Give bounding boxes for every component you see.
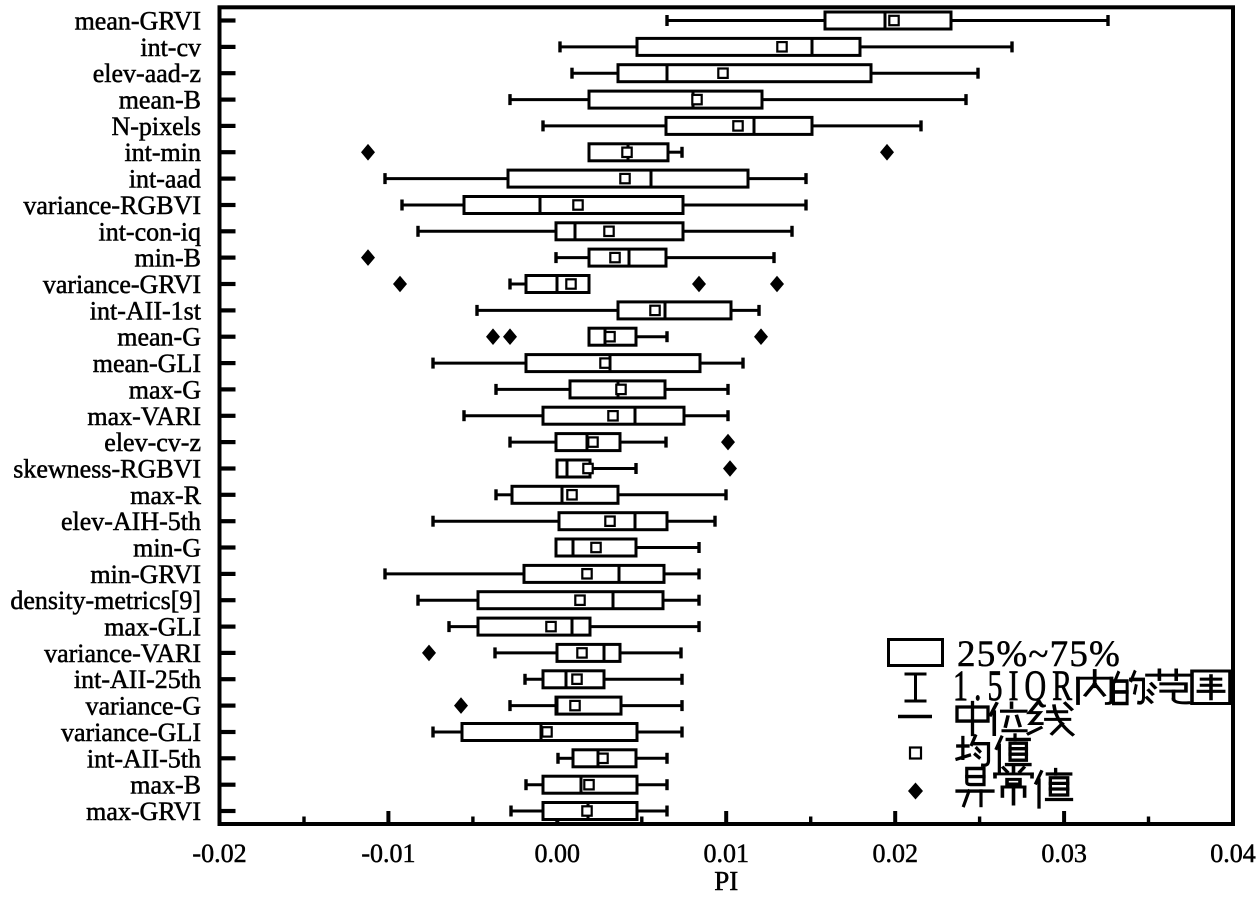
svg-text:min-GRVI: min-GRVI [90,560,201,589]
svg-text:int-con-iq: int-con-iq [98,217,201,246]
svg-text:0.02: 0.02 [872,839,918,868]
svg-text:elev-AIH-5th: elev-AIH-5th [61,507,201,536]
svg-text:variance-GRVI: variance-GRVI [43,270,201,299]
svg-text:-0.02: -0.02 [192,839,246,868]
svg-text:-0.01: -0.01 [361,839,415,868]
svg-text:int-cv: int-cv [140,33,201,62]
svg-text:density-metrics[9]: density-metrics[9] [10,586,201,615]
svg-text:min-G: min-G [133,534,201,563]
svg-text:int-AII-1st: int-AII-1st [90,296,202,325]
svg-text:elev-aad-z: elev-aad-z [93,59,201,88]
svg-text:0.01: 0.01 [703,839,749,868]
svg-text:max-R: max-R [130,481,201,510]
svg-text:PI: PI [714,866,738,896]
svg-text:int-AII-5th: int-AII-5th [87,744,201,773]
svg-text:variance-GLI: variance-GLI [61,718,201,747]
svg-text:mean-B: mean-B [119,86,201,115]
svg-text:variance-G: variance-G [86,692,201,721]
svg-text:0.03: 0.03 [1041,839,1087,868]
svg-text:25%~75%: 25%~75% [957,634,1121,675]
svg-text:variance-RGBVI: variance-RGBVI [23,191,201,220]
svg-text:max-VARI: max-VARI [87,402,201,431]
svg-text:mean-G: mean-G [117,323,201,352]
svg-text:int-AII-25th: int-AII-25th [74,665,201,694]
svg-text:max-GRVI: max-GRVI [86,797,201,826]
svg-text:0.04: 0.04 [1210,839,1256,868]
svg-text:variance-VARI: variance-VARI [44,639,201,668]
svg-text:min-B: min-B [135,244,201,273]
svg-text:elev-cv-z: elev-cv-z [104,428,201,457]
svg-text:mean-GLI: mean-GLI [93,349,201,378]
svg-text:mean-GRVI: mean-GRVI [75,7,201,36]
svg-text:max-GLI: max-GLI [104,613,201,642]
svg-text:skewness-RGBVI: skewness-RGBVI [13,455,201,484]
svg-text:int-aad: int-aad [129,165,201,194]
svg-text:int-min: int-min [124,138,201,167]
svg-text:max-B: max-B [130,771,201,800]
svg-text:N-pixels: N-pixels [111,112,201,141]
svg-text:0.00: 0.00 [535,839,581,868]
svg-text:max-G: max-G [129,375,201,404]
